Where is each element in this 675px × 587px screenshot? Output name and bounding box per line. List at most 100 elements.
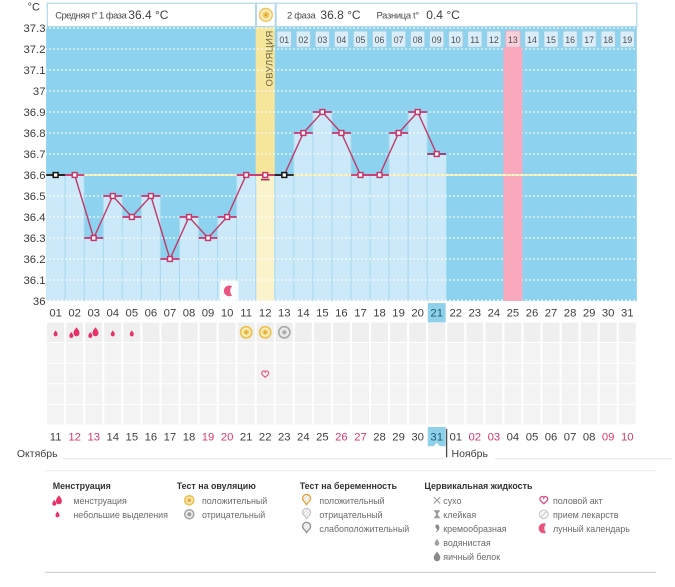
svg-text:29: 29 — [583, 308, 596, 320]
svg-text:36.1: 36.1 — [24, 275, 46, 287]
svg-text:09: 09 — [602, 432, 615, 444]
svg-text:03: 03 — [488, 432, 501, 444]
svg-text:лунный календарь: лунный календарь — [553, 524, 630, 534]
svg-text:36.7: 36.7 — [24, 149, 46, 161]
svg-text:05: 05 — [126, 308, 139, 320]
svg-text:18: 18 — [373, 308, 386, 320]
svg-text:28: 28 — [564, 308, 577, 320]
svg-text:23: 23 — [278, 432, 291, 444]
svg-text:14: 14 — [527, 35, 537, 45]
svg-text:клейкая: клейкая — [443, 510, 476, 520]
svg-text:36: 36 — [33, 296, 46, 308]
svg-text:14: 14 — [107, 432, 120, 444]
svg-text:01: 01 — [49, 308, 62, 320]
svg-text:05: 05 — [526, 432, 539, 444]
svg-text:24: 24 — [488, 308, 501, 320]
svg-text:16: 16 — [335, 308, 348, 320]
svg-text:36.3: 36.3 — [24, 233, 46, 245]
svg-text:22: 22 — [259, 432, 272, 444]
svg-text:19: 19 — [392, 308, 405, 320]
svg-text:09: 09 — [202, 308, 215, 320]
svg-text:04: 04 — [337, 35, 347, 45]
svg-text:Ноябрь: Ноябрь — [452, 448, 489, 460]
svg-text:05: 05 — [356, 35, 366, 45]
svg-text:15: 15 — [126, 432, 139, 444]
svg-text:04: 04 — [507, 432, 520, 444]
svg-text:36.5: 36.5 — [24, 191, 46, 203]
svg-text:31: 31 — [621, 308, 634, 320]
svg-text:23: 23 — [469, 308, 482, 320]
svg-text:30: 30 — [411, 432, 424, 444]
svg-text:17: 17 — [354, 308, 367, 320]
svg-text:08: 08 — [183, 308, 196, 320]
svg-text:11: 11 — [50, 432, 62, 444]
svg-text:13: 13 — [278, 308, 291, 320]
svg-text:13: 13 — [508, 35, 518, 45]
svg-text:08: 08 — [413, 35, 423, 45]
svg-text:22: 22 — [449, 308, 462, 320]
svg-text:15: 15 — [316, 308, 329, 320]
svg-text:Тест на овуляцию: Тест на овуляцию — [177, 481, 257, 491]
svg-text:06: 06 — [145, 308, 158, 320]
svg-text:небольшие выделения: небольшие выделения — [73, 510, 168, 520]
svg-text:25: 25 — [316, 432, 329, 444]
svg-text:03: 03 — [317, 35, 327, 45]
svg-text:24: 24 — [297, 432, 310, 444]
svg-text:36.6: 36.6 — [24, 170, 46, 182]
svg-text:06: 06 — [375, 35, 385, 45]
svg-text:27: 27 — [354, 432, 367, 444]
svg-text:01: 01 — [279, 35, 289, 45]
svg-text:12: 12 — [489, 35, 499, 45]
svg-text:10: 10 — [621, 432, 634, 444]
svg-text:02: 02 — [68, 308, 81, 320]
svg-text:14: 14 — [297, 308, 310, 320]
svg-text:прием лекарств: прием лекарств — [553, 510, 619, 520]
svg-text:2 фаза: 2 фаза — [287, 10, 316, 21]
svg-text:36.2: 36.2 — [24, 254, 46, 266]
svg-text:15: 15 — [546, 35, 556, 45]
svg-text:30: 30 — [602, 308, 615, 320]
svg-text:яичный белок: яичный белок — [443, 552, 500, 562]
svg-text:20: 20 — [221, 432, 234, 444]
svg-text:02: 02 — [298, 35, 308, 45]
svg-text:11: 11 — [470, 35, 479, 45]
svg-text:36.8 °C: 36.8 °C — [320, 8, 360, 22]
svg-text:27: 27 — [545, 308, 558, 320]
svg-text:Октябрь: Октябрь — [17, 448, 58, 460]
svg-text:10: 10 — [221, 308, 234, 320]
svg-text:менструация: менструация — [73, 496, 127, 506]
svg-text:12: 12 — [259, 308, 272, 320]
svg-text:26: 26 — [526, 308, 539, 320]
svg-text:16: 16 — [565, 35, 575, 45]
svg-text:сухо: сухо — [443, 496, 461, 506]
svg-text:водянистая: водянистая — [443, 538, 491, 548]
svg-text:17: 17 — [164, 432, 177, 444]
svg-text:половой акт: половой акт — [553, 496, 603, 506]
svg-text:25: 25 — [507, 308, 520, 320]
svg-text:11: 11 — [240, 308, 252, 320]
svg-text:Тест на беременность: Тест на беременность — [300, 481, 398, 491]
svg-text:37.1: 37.1 — [24, 65, 46, 77]
svg-text:36.4 °C: 36.4 °C — [128, 8, 168, 22]
svg-text:19: 19 — [202, 432, 215, 444]
svg-text:26: 26 — [335, 432, 348, 444]
svg-text:21: 21 — [430, 308, 443, 320]
svg-text:отрицательный: отрицательный — [319, 510, 382, 520]
svg-text:07: 07 — [164, 308, 177, 320]
svg-text:07: 07 — [394, 35, 404, 45]
svg-text:37.2: 37.2 — [24, 44, 46, 56]
svg-text:01: 01 — [449, 432, 462, 444]
svg-text:04: 04 — [107, 308, 120, 320]
svg-text:Разница t°: Разница t° — [377, 10, 420, 21]
svg-text:06: 06 — [545, 432, 558, 444]
svg-text:18: 18 — [603, 35, 613, 45]
svg-text:Цервикальная жидкость: Цервикальная жидкость — [424, 481, 533, 491]
svg-text:слабоположительный: слабоположительный — [319, 524, 409, 534]
svg-text:ОВУЛЯЦИЯ: ОВУЛЯЦИЯ — [264, 30, 275, 86]
svg-text:21: 21 — [240, 432, 253, 444]
svg-text:19: 19 — [622, 35, 632, 45]
svg-text:09: 09 — [432, 35, 442, 45]
svg-text:17: 17 — [584, 35, 594, 45]
svg-text:20: 20 — [411, 308, 424, 320]
svg-text:0.4 °C: 0.4 °C — [426, 8, 460, 22]
